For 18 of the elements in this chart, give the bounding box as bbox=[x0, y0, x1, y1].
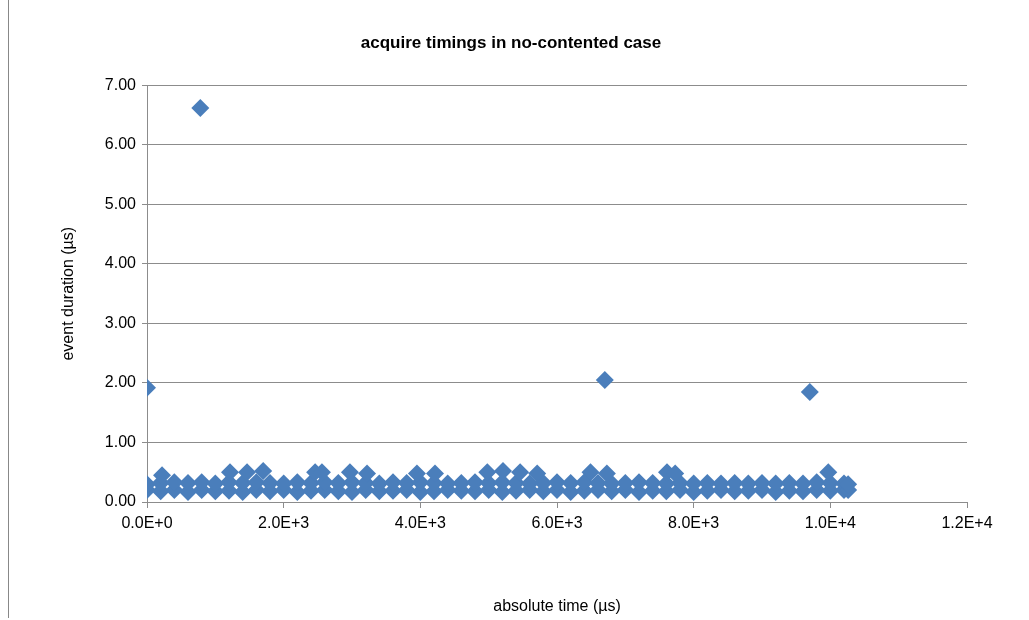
x-axis-title: absolute time (µs) bbox=[493, 596, 621, 614]
x-tick-label: 6.0E+3 bbox=[531, 514, 583, 532]
y-tick-label: 7.00 bbox=[104, 75, 137, 93]
x-tick-label: 2.0E+3 bbox=[258, 514, 310, 532]
y-tick-label: 0.00 bbox=[104, 492, 137, 510]
x-tick-label: 1.2E+4 bbox=[941, 514, 993, 532]
chart-title: acquire timings in no-contented case bbox=[360, 32, 662, 52]
x-tick-label: 1.0E+4 bbox=[804, 514, 857, 532]
x-tick-label: 4.0E+3 bbox=[394, 514, 447, 532]
x-tick-label: 8.0E+3 bbox=[668, 514, 720, 532]
y-tick-label: 6.00 bbox=[104, 135, 137, 153]
y-axis-title: event duration (µs) bbox=[59, 226, 77, 361]
y-tick-label: 2.00 bbox=[104, 373, 137, 391]
y-tick-label: 3.00 bbox=[104, 313, 137, 331]
y-tick-label: 1.00 bbox=[104, 432, 137, 450]
x-tick-label: 0.0E+0 bbox=[121, 514, 173, 532]
y-tick-label: 4.00 bbox=[104, 254, 137, 272]
y-tick-label: 5.00 bbox=[104, 194, 137, 212]
